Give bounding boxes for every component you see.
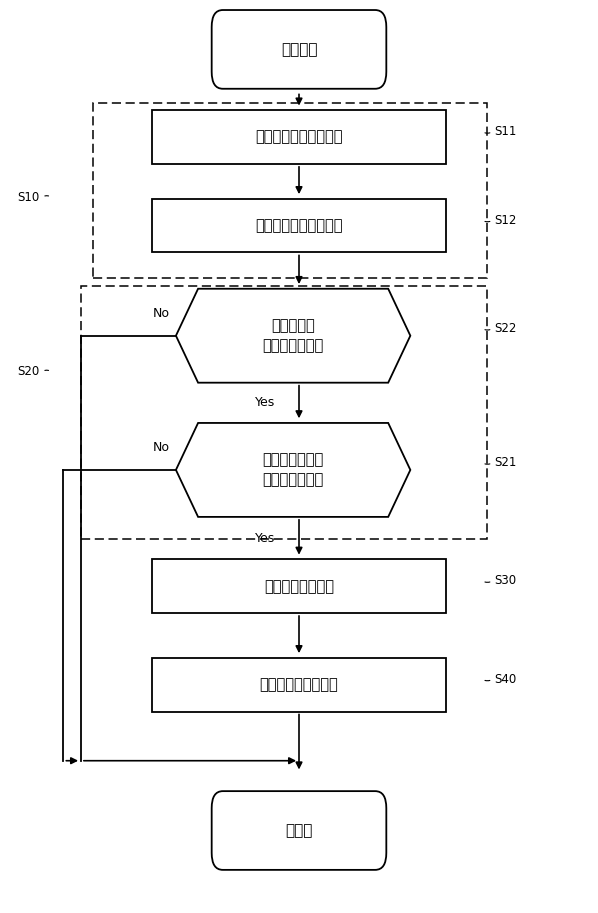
Text: S40: S40 bbox=[494, 673, 517, 686]
Text: 清算時期が
条件を満たす？: 清算時期が 条件を満たす？ bbox=[263, 319, 324, 353]
Text: S11: S11 bbox=[494, 125, 517, 138]
Bar bbox=[152, 110, 446, 164]
Text: 個人識別情報が
条件を満たす？: 個人識別情報が 条件を満たす？ bbox=[263, 453, 324, 488]
Polygon shape bbox=[176, 423, 410, 517]
Text: 第１コードを読み取る: 第１コードを読み取る bbox=[255, 130, 343, 144]
Text: 第２コードを読み取る: 第２コードを読み取る bbox=[255, 218, 343, 233]
Text: S12: S12 bbox=[494, 214, 517, 226]
Text: S10: S10 bbox=[17, 191, 39, 204]
Text: 出力レシートを出力: 出力レシートを出力 bbox=[260, 677, 338, 692]
Text: エンド: エンド bbox=[285, 823, 313, 838]
Bar bbox=[152, 657, 446, 711]
Polygon shape bbox=[176, 289, 410, 383]
FancyBboxPatch shape bbox=[212, 792, 386, 870]
Text: No: No bbox=[153, 307, 170, 320]
Text: S20: S20 bbox=[17, 365, 39, 378]
Text: S22: S22 bbox=[494, 322, 517, 335]
Text: No: No bbox=[153, 441, 170, 454]
Text: スタート: スタート bbox=[280, 42, 318, 57]
Bar bbox=[152, 560, 446, 614]
Text: Yes: Yes bbox=[255, 396, 276, 409]
Bar bbox=[93, 103, 487, 278]
Text: S21: S21 bbox=[494, 456, 517, 469]
Text: Yes: Yes bbox=[255, 531, 276, 545]
Bar bbox=[152, 199, 446, 253]
FancyBboxPatch shape bbox=[212, 10, 386, 89]
Bar bbox=[81, 287, 487, 539]
Text: S30: S30 bbox=[494, 574, 516, 587]
Text: 出力コードを生成: 出力コードを生成 bbox=[264, 579, 334, 593]
